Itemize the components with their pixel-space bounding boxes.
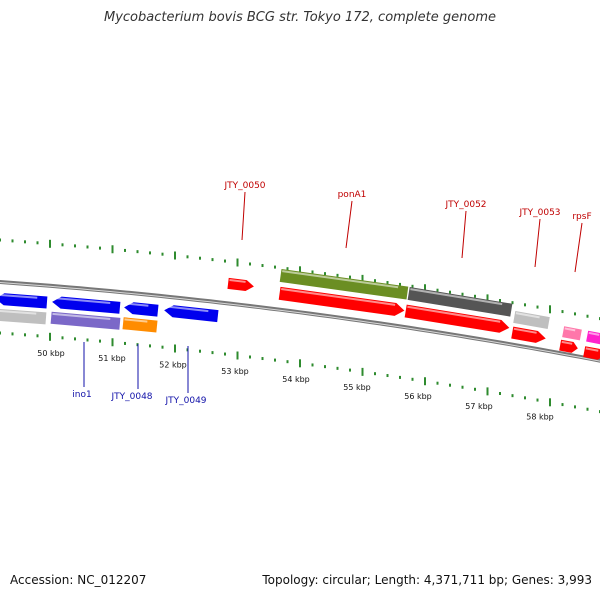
scale-label-51kbp: 51 kbp [98, 354, 126, 363]
gene-blue-2-shape[interactable] [52, 296, 121, 314]
feature-light-gray[interactable] [513, 311, 550, 329]
gene-blue-3-shine [125, 302, 149, 307]
feature-rpsF-pink[interactable] [562, 326, 582, 341]
gene-jty-0048-shine [124, 318, 148, 323]
scale-label-58kbp: 58 kbp [526, 413, 554, 422]
gene-ponA1-shine [281, 287, 396, 306]
feature-dark-gray-shine [410, 288, 503, 306]
feature-light-gray-shape[interactable] [513, 311, 550, 329]
leader-line-pona1 [345, 200, 353, 249]
gene-ponA1[interactable] [278, 286, 406, 317]
feature-gray-bottom-shine [0, 309, 37, 315]
gene-jty-0052-shape[interactable] [404, 304, 511, 335]
gene-blue-4-shine [165, 305, 209, 313]
gene-jty-0050-shine [229, 279, 246, 283]
gene-blue-2-shine [53, 296, 111, 304]
gene-label-jty_0049: JTY_0049 [164, 396, 206, 406]
gene-blue-2[interactable] [52, 296, 121, 314]
scale-label-57kbp: 57 kbp [465, 402, 493, 411]
genome-backbone-highlight [0, 281, 600, 362]
gene-blue-3-shape[interactable] [123, 301, 159, 317]
gene-label-jty_0048: JTY_0048 [110, 392, 152, 402]
feature-rpsF-pink-shine [564, 327, 576, 332]
feature-ponA1-olive-shape[interactable] [279, 268, 409, 300]
leader-line-jty_0052 [461, 210, 467, 259]
gene-ino1-shine [52, 312, 111, 320]
gene-jty-0050[interactable] [227, 277, 254, 292]
feature-dark-gray-shape[interactable] [407, 287, 513, 317]
feature-magenta-shine [588, 331, 600, 336]
gene-blue-1[interactable] [0, 293, 48, 309]
gene-jty-0052[interactable] [404, 304, 511, 335]
feature-light-gray-shine [515, 312, 540, 319]
gene-blue-1-shine [0, 293, 38, 299]
gene-label-ino1: ino1 [72, 390, 91, 400]
scale-label-53kbp: 53 kbp [221, 367, 249, 376]
gene-next-shine [585, 347, 599, 352]
gene-blue-4-shape[interactable] [164, 304, 219, 323]
accession-label: Accession: NC_012207 [10, 573, 147, 587]
gene-ino1[interactable] [50, 311, 121, 330]
gene-next[interactable] [583, 346, 600, 361]
gene-blue-3[interactable] [123, 301, 159, 317]
map-title: Mycobacterium bovis BCG str. Tokyo 172, … [104, 10, 496, 25]
gene-rpsF-shine [561, 340, 573, 345]
feature-gray-bottom[interactable] [0, 308, 47, 325]
gene-ponA1-shape[interactable] [278, 286, 406, 317]
leader-line-jty_0053 [534, 218, 541, 268]
scale-label-54kbp: 54 kbp [282, 375, 310, 384]
scale-label-50kbp: 50 kbp [37, 349, 65, 358]
gene-label-jty_0050: JTY_0050 [223, 181, 265, 191]
gene-rpsF[interactable] [559, 339, 579, 354]
gene-jty-0053-shine [513, 327, 537, 334]
gene-ino1-shape[interactable] [50, 311, 121, 330]
gene-blue-4[interactable] [164, 304, 219, 323]
scale-label-56kbp: 56 kbp [404, 392, 432, 401]
leader-line-jty_0050 [241, 191, 246, 241]
gene-label-rpsf: rpsF [572, 212, 591, 222]
scale-label-55kbp: 55 kbp [343, 383, 371, 392]
gene-jty-0048[interactable] [122, 317, 158, 333]
scale-label-52kbp: 52 kbp [159, 360, 187, 369]
gene-label-jty_0052: JTY_0052 [444, 200, 486, 210]
gene-label-pona1: ponA1 [338, 190, 367, 200]
feature-ponA1-olive-shine [282, 270, 399, 289]
feature-ponA1-olive[interactable] [279, 268, 409, 300]
leader-line-rpsf [574, 222, 583, 273]
gene-jty-0053[interactable] [511, 326, 547, 345]
feature-dark-gray[interactable] [407, 287, 513, 317]
feature-magenta[interactable] [586, 330, 600, 345]
gene-label-jty_0053: JTY_0053 [518, 208, 560, 218]
gene-jty-0052-shine [407, 305, 501, 323]
gene-jty-0048-shape[interactable] [122, 317, 158, 333]
genome-summary: Topology: circular; Length: 4,371,711 bp… [262, 573, 592, 587]
